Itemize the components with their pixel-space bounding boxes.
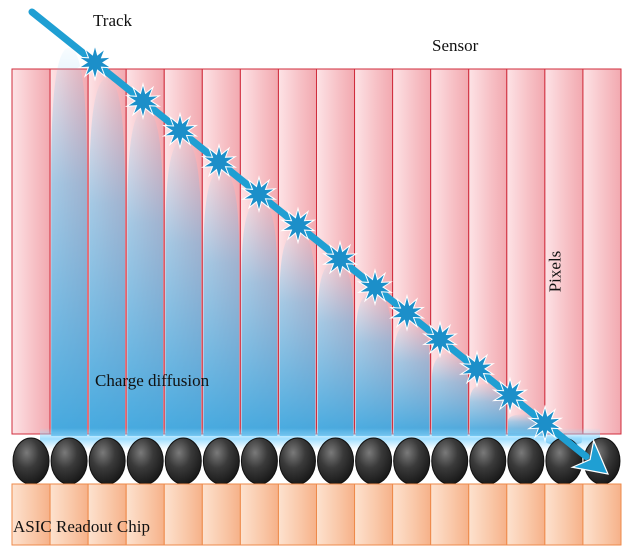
ionization-star bbox=[200, 143, 238, 181]
asic-cell bbox=[49, 483, 89, 546]
track-arrowhead bbox=[570, 438, 609, 475]
ionization-star bbox=[124, 82, 162, 120]
asic-cell bbox=[316, 483, 356, 546]
charge-plume bbox=[469, 383, 506, 436]
ionization-star bbox=[526, 404, 564, 443]
bump-bond bbox=[507, 437, 545, 485]
charge-plume bbox=[89, 78, 126, 436]
bump-bonds bbox=[12, 437, 621, 485]
bump-bond bbox=[12, 437, 50, 485]
charge-plume bbox=[279, 230, 316, 436]
charge-plume bbox=[203, 169, 240, 437]
bump-bond bbox=[126, 437, 164, 485]
bump-bond bbox=[355, 437, 393, 485]
ionization-star bbox=[421, 320, 459, 359]
ionization-star bbox=[161, 111, 199, 150]
charge-plume bbox=[431, 353, 468, 436]
asic-cell bbox=[430, 483, 470, 546]
asic-cell bbox=[582, 483, 622, 546]
charge-diffusion-label: Charge diffusion bbox=[95, 371, 210, 390]
asic-cell bbox=[11, 483, 51, 546]
bump-bond bbox=[469, 437, 507, 485]
charge-plume bbox=[393, 322, 430, 436]
charge-plume bbox=[355, 291, 392, 436]
ionization-star bbox=[279, 206, 317, 245]
bump-bond bbox=[317, 437, 355, 485]
charge-plume bbox=[165, 139, 202, 437]
ionization-star bbox=[356, 268, 394, 307]
asic-cell bbox=[239, 483, 279, 546]
charge-plume bbox=[241, 200, 278, 436]
track-label: Track bbox=[93, 11, 133, 30]
asic-cell bbox=[277, 483, 317, 546]
asic-cell bbox=[392, 483, 432, 546]
ionization-star bbox=[388, 293, 426, 332]
bump-bond bbox=[164, 437, 202, 485]
bump-bond bbox=[202, 437, 240, 485]
asic-cell bbox=[201, 483, 241, 546]
bump-bond bbox=[431, 437, 469, 485]
sensor-pixel bbox=[582, 68, 622, 435]
ionization-star bbox=[458, 349, 496, 388]
asic-cell bbox=[125, 483, 165, 546]
ionization-star bbox=[491, 376, 529, 415]
bump-bond bbox=[240, 437, 278, 485]
charge-plume bbox=[51, 47, 87, 436]
bump-bond bbox=[50, 437, 88, 485]
asic-cell bbox=[163, 483, 203, 546]
bump-bond bbox=[88, 437, 126, 485]
sensor-pixel bbox=[506, 68, 546, 435]
particle-track bbox=[28, 8, 609, 475]
sensor-label: Sensor bbox=[432, 36, 479, 55]
charge-plume bbox=[127, 108, 164, 436]
pixels-label: Pixels bbox=[545, 250, 565, 293]
bump-bond bbox=[393, 437, 431, 485]
asic-cell bbox=[468, 483, 508, 546]
track-line bbox=[28, 8, 590, 460]
ionization-star bbox=[240, 175, 278, 214]
asic-cell bbox=[544, 483, 584, 546]
sensor-pixel bbox=[11, 68, 51, 435]
asic-label: ASIC Readout Chip bbox=[13, 517, 150, 536]
charge-plume bbox=[317, 261, 354, 436]
bump-bond bbox=[278, 437, 316, 485]
asic-cell bbox=[506, 483, 546, 546]
charge-diffusion-plumes bbox=[51, 47, 582, 445]
ionization-star bbox=[321, 240, 359, 278]
ionization-star bbox=[76, 43, 114, 82]
asic-cells bbox=[11, 483, 622, 546]
asic-cell bbox=[354, 483, 394, 546]
